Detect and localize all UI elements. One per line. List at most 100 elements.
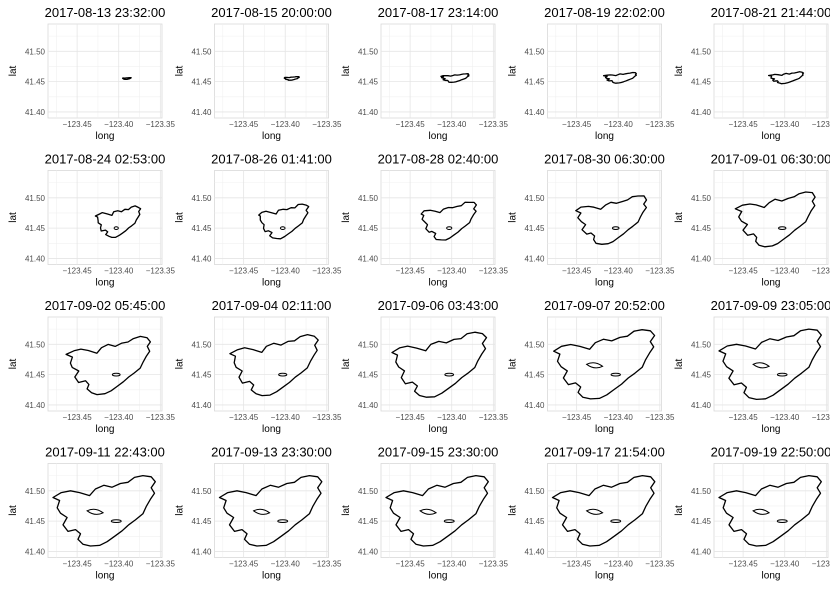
x-axis-label: long (595, 131, 614, 142)
panel-title: 2017-09-06 03:43:00 (378, 298, 499, 313)
plot-area (47, 316, 163, 412)
y-tick-label: 41.40 (358, 108, 379, 117)
panel: 2017-09-01 06:30:00 −123.45 −123.40 −123.35… (674, 152, 830, 289)
y-tick-label: 41.45 (358, 224, 379, 233)
x-tick-label: −123.40 (770, 413, 800, 422)
panel: 2017-09-17 21:54:00 −123.45 −123.40 −123.35… (508, 445, 675, 582)
plot-area (47, 170, 163, 265)
y-tick-label: 41.50 (25, 340, 46, 349)
fire-perimeter (734, 191, 816, 248)
panel: 2017-08-13 23:32:00 −123.45 −123.40 −123.35… (8, 5, 175, 142)
x-tick-label: −123.45 (63, 560, 93, 569)
x-tick-label: −123.40 (770, 267, 800, 276)
x-tick-label: −123.40 (604, 560, 634, 569)
y-tick-label: 41.45 (25, 224, 46, 233)
x-tick-label: −123.35 (812, 267, 830, 276)
x-tick-label: −123.35 (312, 413, 342, 422)
island-perimeter (86, 508, 105, 515)
spot-perimeter (776, 519, 788, 524)
fire-perimeter (718, 474, 822, 547)
y-tick-label: 41.50 (358, 47, 379, 56)
panel-title: 2017-09-07 20:52:00 (544, 298, 665, 313)
panel: 2017-08-28 02:40:00 −123.45 −123.40 −123.35… (341, 152, 508, 289)
fire-perimeter (391, 331, 488, 398)
x-tick-label: −123.40 (437, 267, 467, 276)
x-tick-label: −123.45 (396, 560, 426, 569)
panel-title: 2017-09-09 23:05:00 (711, 298, 830, 313)
x-tick-label: −123.35 (479, 413, 509, 422)
x-tick-label: −123.45 (562, 560, 592, 569)
fire-perimeter (94, 205, 142, 239)
y-tick-label: 41.50 (691, 194, 712, 203)
x-tick-label: −123.40 (271, 560, 301, 569)
panel: 2017-09-04 02:11:00 −123.45 −123.40 −123.35… (175, 298, 342, 435)
panel-title: 2017-09-15 23:30:00 (378, 445, 499, 460)
fire-perimeter (385, 474, 489, 547)
y-tick-label: 41.45 (191, 78, 212, 87)
panel-title: 2017-08-28 02:40:00 (378, 152, 499, 167)
y-axis-label: lat (674, 65, 685, 76)
x-axis-label: long (96, 424, 115, 435)
x-axis-label: long (595, 424, 614, 435)
plot-area (380, 316, 496, 412)
panel: 2017-09-09 23:05:00 −123.45 −123.40 −123.35… (674, 298, 830, 435)
spot-perimeter (610, 519, 622, 524)
x-tick-label: −123.35 (479, 120, 509, 129)
x-tick-label: −123.35 (312, 560, 342, 569)
panel-title: 2017-08-15 20:00:00 (211, 5, 332, 20)
y-axis-label: lat (8, 212, 19, 223)
y-tick-label: 41.50 (691, 487, 712, 496)
island-perimeter (419, 508, 438, 515)
x-tick-label: −123.40 (437, 120, 467, 129)
panel-title: 2017-09-13 23:30:00 (211, 445, 332, 460)
y-tick-label: 41.50 (191, 487, 212, 496)
y-axis-label: lat (8, 358, 19, 369)
x-tick-label: −123.45 (562, 120, 592, 129)
panel: 2017-09-06 03:43:00 −123.45 −123.40 −123.35… (341, 298, 508, 435)
y-tick-label: 41.50 (691, 47, 712, 56)
fire-perimeter (420, 201, 478, 241)
panel: 2017-09-02 05:45:00 −123.45 −123.40 −123.35… (8, 298, 175, 435)
panel-title: 2017-08-26 01:41:00 (211, 152, 332, 167)
y-tick-label: 41.40 (25, 108, 46, 117)
y-axis-label: lat (8, 505, 19, 516)
x-tick-label: −123.40 (437, 560, 467, 569)
y-tick-label: 41.40 (25, 547, 46, 556)
x-tick-label: −123.45 (229, 413, 259, 422)
y-tick-label: 41.40 (524, 547, 545, 556)
y-tick-label: 41.50 (25, 47, 46, 56)
y-tick-label: 41.50 (358, 340, 379, 349)
y-tick-label: 41.45 (691, 224, 712, 233)
plot-area (713, 316, 829, 412)
y-tick-label: 41.40 (524, 254, 545, 263)
spot-perimeter (279, 226, 286, 231)
x-axis-label: long (429, 571, 448, 582)
panel: 2017-09-11 22:43:00 −123.45 −123.40 −123.35… (8, 445, 175, 582)
spot-perimeter (610, 372, 621, 377)
y-tick-label: 41.50 (524, 487, 545, 496)
x-axis-label: long (262, 571, 281, 582)
panel-title: 2017-08-17 23:14:00 (378, 5, 499, 20)
plot-area (713, 23, 829, 119)
x-tick-label: −123.35 (146, 560, 176, 569)
x-axis-label: long (762, 131, 781, 142)
plot-area (713, 463, 829, 558)
y-tick-label: 41.50 (524, 47, 545, 56)
island-perimeter (752, 508, 771, 515)
x-axis-label: long (595, 571, 614, 582)
y-tick-label: 41.40 (691, 547, 712, 556)
spot-perimeter (611, 226, 620, 231)
spot-perimeter (277, 519, 289, 524)
y-tick-label: 41.50 (358, 194, 379, 203)
panel: 2017-08-17 23:14:00 −123.45 −123.40 −123.35… (341, 5, 508, 142)
y-tick-label: 41.45 (524, 224, 545, 233)
y-tick-label: 41.40 (25, 401, 46, 410)
x-axis-label: long (262, 424, 281, 435)
y-tick-label: 41.45 (191, 517, 212, 526)
x-tick-label: −123.35 (645, 267, 675, 276)
x-axis-label: long (96, 131, 115, 142)
x-tick-label: −123.35 (146, 413, 176, 422)
fire-perimeter (52, 474, 156, 547)
x-axis-label: long (96, 571, 115, 582)
